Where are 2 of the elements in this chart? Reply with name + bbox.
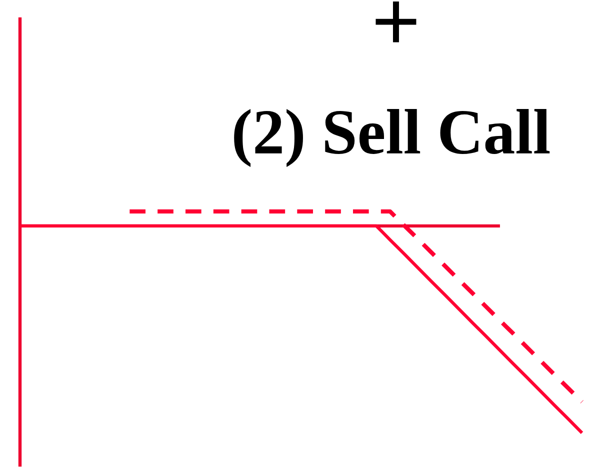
text: +	[376, 1, 416, 42]
chart-title: (2) Sell Call	[234, 109, 550, 167]
